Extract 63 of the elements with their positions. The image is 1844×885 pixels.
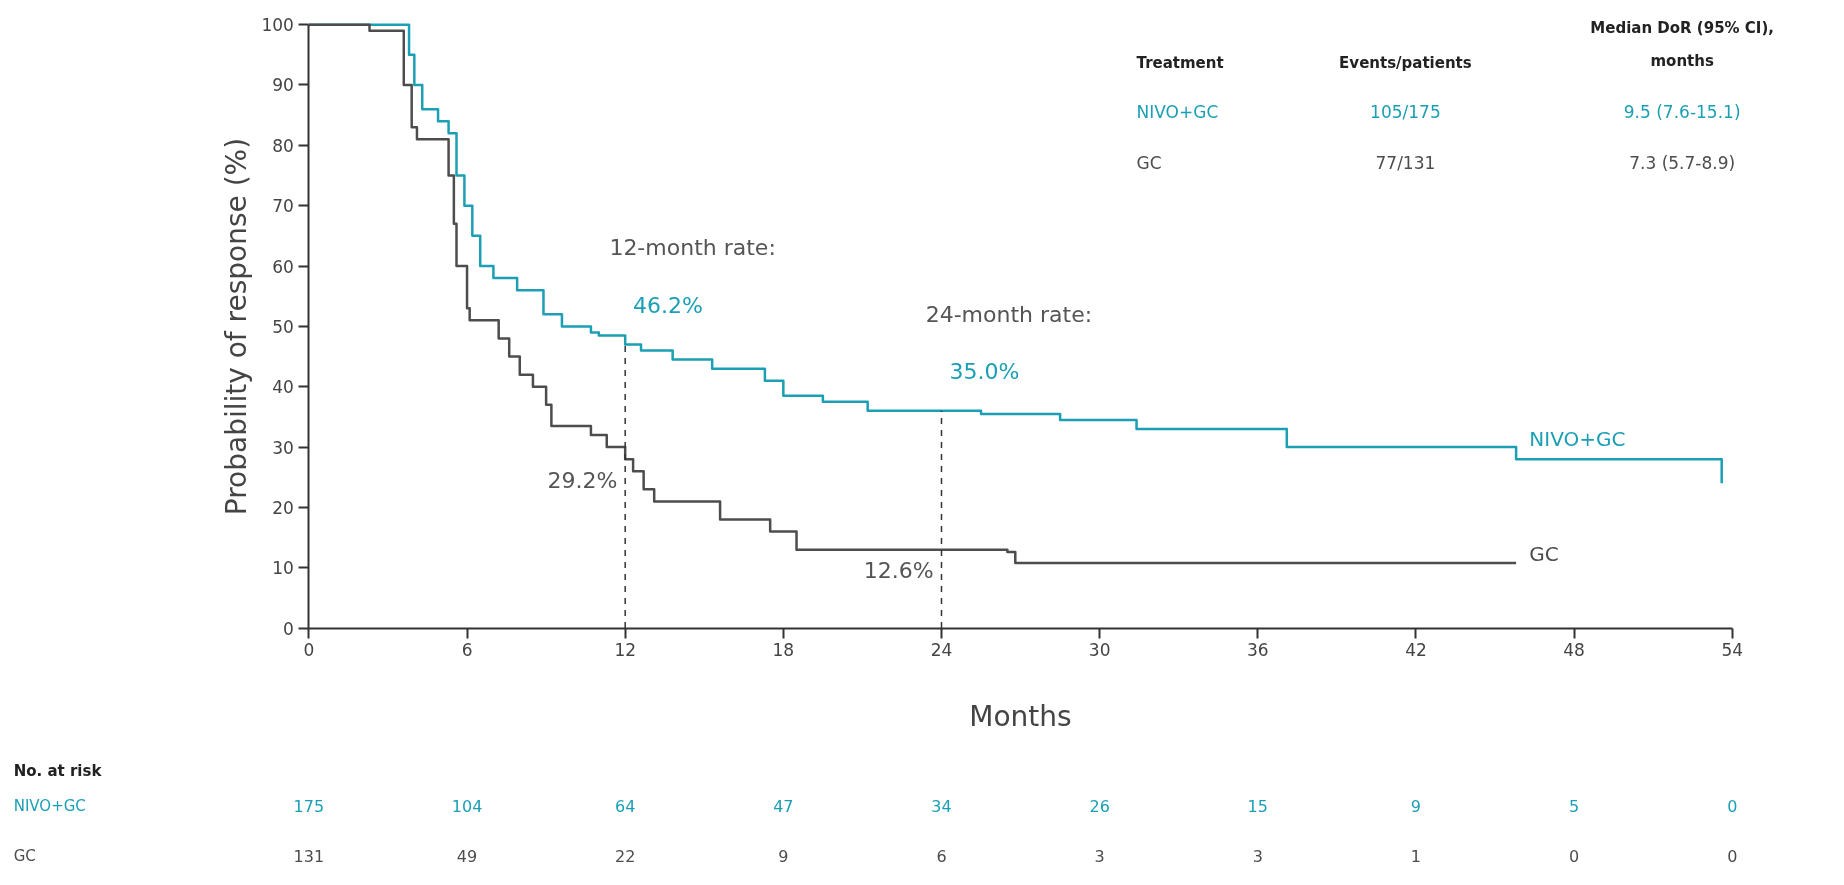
text: 3 [1094,847,1105,867]
x-tick-label: 12 [614,640,637,661]
y-tick-label: 0 [283,618,294,639]
annotation: 35.0% [949,359,1020,385]
text: 22 [615,847,636,867]
text: 9 [778,847,789,867]
text: 6 [936,847,947,867]
text: 0 [1727,847,1738,867]
text: 175 [293,797,325,817]
text: 64 [615,797,636,817]
text: 9 [1410,797,1422,817]
annotation: 29.2% [547,467,618,493]
y-tick-label: 70 [272,196,294,217]
y-tick-label: 50 [272,316,294,337]
y-tick-label: 10 [272,558,294,579]
y-tick-label: 60 [272,256,294,277]
annotation: 7.3 (5.7-8.9) [1629,152,1736,173]
text: 131 [293,847,325,867]
y-tick-label: 40 [272,377,294,398]
annotation: 77/131 [1375,152,1436,173]
annotation: 9.5 (7.6-15.1) [1623,101,1741,122]
annotation: 24-month rate: [925,301,1093,327]
y-tick-label: 30 [272,437,294,458]
text: 34 [931,797,952,817]
annotation: Median DoR (95% CI), months [1590,18,1774,70]
x-tick-label: 30 [1088,640,1111,661]
x-tick-label: 18 [772,640,795,661]
annotation: NIVO+GC [1136,101,1219,122]
text: No. at risk [13,762,103,781]
x-tick-label: 24 [930,640,953,661]
annotation: 12-month rate: [609,235,776,261]
text: 0 [1727,797,1738,817]
x-tick-label: 54 [1721,640,1744,661]
y-tick-label: 90 [272,75,294,96]
annotation: GC [1136,152,1162,173]
text: 5 [1569,797,1580,817]
text: 26 [1089,797,1110,817]
x-tick-label: 42 [1405,640,1427,661]
y-tick-label: 100 [261,15,294,36]
annotation: Treatment [1136,53,1224,72]
x-axis-title: Months [969,699,1072,733]
text: 47 [773,797,794,817]
text: GC [13,847,36,866]
y-tick-label: 20 [272,497,294,518]
text: 1 [1410,847,1422,867]
text: 49 [456,847,478,867]
text: 104 [451,797,483,817]
x-tick-label: 48 [1563,640,1585,661]
text: 3 [1252,847,1263,867]
x-tick-label: 0 [303,640,315,661]
text: NIVO+GC [13,797,86,816]
annotation: 12.6% [863,558,934,584]
annotation: 46.2% [633,292,703,318]
annotation: 105/175 [1370,101,1441,122]
y-tick-label: 80 [272,135,294,156]
series-label: GC [1529,542,1559,567]
x-tick-label: 6 [461,640,473,661]
text: 15 [1247,797,1268,817]
series-label: NIVO+GC [1529,426,1626,451]
x-tick-label: 36 [1246,640,1269,661]
text: 0 [1569,847,1580,867]
annotation: Events/patients [1339,53,1472,72]
y-axis-title: Probability of response (%) [220,137,254,516]
